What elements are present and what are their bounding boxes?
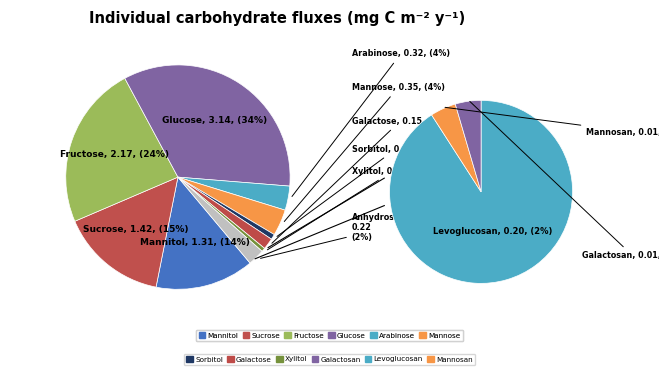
Text: Anhydrosugars
0.22
(2%): Anhydrosugars 0.22 (2%) bbox=[260, 213, 420, 258]
Wedge shape bbox=[125, 65, 290, 186]
Wedge shape bbox=[178, 177, 264, 251]
Text: Sucrose, 1.42, (15%): Sucrose, 1.42, (15%) bbox=[83, 225, 188, 234]
Legend: Sorbitol, Galactose, Xylitol, Galactosan, Levoglucosan, Mannosan: Sorbitol, Galactose, Xylitol, Galactosan… bbox=[184, 354, 475, 365]
Wedge shape bbox=[178, 177, 274, 239]
Wedge shape bbox=[389, 100, 573, 283]
Text: Xylitol, 0.05, (0%): Xylitol, 0.05, (0%) bbox=[268, 167, 433, 250]
Wedge shape bbox=[178, 177, 290, 210]
Wedge shape bbox=[75, 177, 178, 287]
Text: Mannitol, 1.31, (14%): Mannitol, 1.31, (14%) bbox=[140, 238, 250, 247]
Wedge shape bbox=[178, 177, 272, 248]
Text: Fructose, 2.17, (24%): Fructose, 2.17, (24%) bbox=[60, 151, 169, 159]
Text: Mannosan, 0.01, (0%): Mannosan, 0.01, (0%) bbox=[445, 107, 659, 137]
Wedge shape bbox=[178, 177, 262, 263]
Text: Individual carbohydrate fluxes (mg C m⁻² y⁻¹): Individual carbohydrate fluxes (mg C m⁻²… bbox=[89, 11, 465, 26]
Wedge shape bbox=[455, 100, 481, 192]
Legend: Mannitol, Sucrose, Fructose, Glucose, Arabinose, Mannose: Mannitol, Sucrose, Fructose, Glucose, Ar… bbox=[196, 330, 463, 341]
Text: Galactose, 0.15, (2%): Galactose, 0.15, (2%) bbox=[272, 117, 449, 243]
Wedge shape bbox=[66, 78, 178, 221]
Text: Glucose, 3.14, (34%): Glucose, 3.14, (34%) bbox=[162, 116, 268, 125]
Text: Arabinose, 0.32, (4%): Arabinose, 0.32, (4%) bbox=[292, 49, 450, 196]
Text: Mannose, 0.35, (4%): Mannose, 0.35, (4%) bbox=[284, 83, 445, 221]
Wedge shape bbox=[156, 177, 250, 289]
Wedge shape bbox=[178, 177, 285, 235]
Text: Galactosan, 0.01, (0%): Galactosan, 0.01, (0%) bbox=[470, 101, 659, 261]
Wedge shape bbox=[432, 104, 481, 192]
Text: Levoglucosan, 0.20, (2%): Levoglucosan, 0.20, (2%) bbox=[433, 227, 552, 236]
Text: Sorbitol, 0.07, (1%): Sorbitol, 0.07, (1%) bbox=[277, 145, 440, 237]
